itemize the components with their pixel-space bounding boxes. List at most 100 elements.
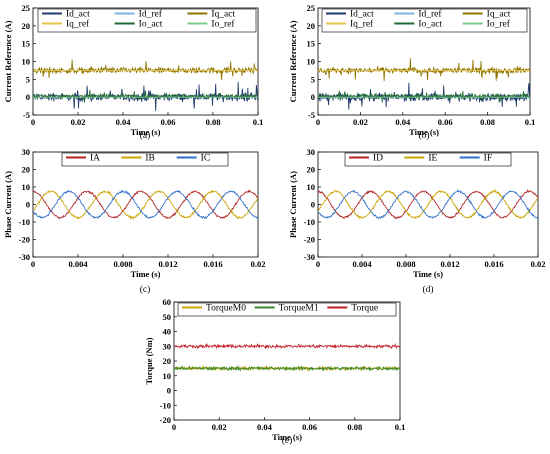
plot-area: [173, 301, 401, 421]
x-tick-label: 0.1: [395, 422, 406, 432]
legend-label: ID: [373, 154, 383, 164]
y-tick-label: 25: [22, 3, 31, 13]
y-tick-label: 15: [307, 39, 316, 49]
y-tick-label: 30: [163, 341, 172, 351]
x-axis-label: Time (s): [413, 269, 443, 279]
x-tick-label: 0.1: [525, 117, 536, 127]
x-tick-label: 0.008: [113, 259, 132, 269]
y-axis-label: Current Reference (A): [3, 20, 13, 102]
legend-label: Iq_act: [211, 10, 235, 20]
x-tick-label: 0.004: [352, 259, 372, 269]
chart-d: -30 -20 -10 0 10 20 30 0 0.004 0.008 0.012 0.016 0.0…: [288, 147, 545, 295]
legend-box: [177, 302, 397, 317]
y-tick-label: 30: [22, 147, 31, 157]
subfigure-caption: (e): [282, 435, 293, 446]
y-tick-label: 10: [307, 57, 316, 67]
y-tick-label: 10: [22, 57, 31, 67]
x-tick-label: 0.02: [531, 259, 546, 269]
y-tick-label: 0: [26, 200, 30, 210]
legend-box: [321, 8, 528, 33]
legend-label: Io_ref: [487, 19, 511, 30]
legend-label: TorqueM1: [279, 304, 319, 314]
y-axis-label: Current Reference (A): [288, 20, 298, 102]
x-tick-label: 0.04: [116, 117, 132, 127]
series-group: [318, 58, 530, 110]
y-tick-label: 0: [311, 92, 315, 102]
x-tick-label: 0.08: [206, 117, 221, 127]
x-tick-label: 0.1: [253, 117, 264, 127]
y-tick-label: -5: [308, 110, 315, 120]
y-tick-label: -30: [304, 252, 315, 262]
legend-label: Id_ref: [139, 9, 163, 20]
series-line-IC: [33, 189, 258, 220]
series-group: [33, 189, 258, 221]
legend-box: [61, 152, 229, 167]
x-tick-label: 0.04: [395, 117, 411, 127]
y-tick-label: 0: [167, 386, 171, 396]
x-axis-label: Time (s): [272, 432, 302, 442]
x-tick-label: 0: [31, 117, 35, 127]
x-tick-label: 0.02: [71, 117, 86, 127]
legend-label: Io_act: [139, 20, 163, 30]
y-tick-label: 0: [26, 92, 30, 102]
y-tick-label: -30: [19, 252, 30, 262]
y-tick-label: 20: [163, 356, 172, 366]
y-axis-label: Phase Current (A): [3, 171, 13, 238]
x-tick-label: 0.06: [161, 117, 176, 127]
x-tick-label: 0.08: [480, 117, 495, 127]
series-line-IB: [33, 189, 258, 221]
series-line-IF: [318, 189, 538, 220]
y-tick-label: 20: [307, 21, 316, 31]
y-tick-label: 5: [311, 74, 315, 84]
legend-label: Id_act: [66, 10, 90, 20]
x-tick-label: 0.02: [251, 259, 266, 269]
y-tick-label: 40: [163, 327, 172, 337]
subfigure-caption: (c): [140, 284, 151, 295]
series-line-Id_act: [318, 82, 530, 110]
x-tick-label: 0.06: [302, 422, 317, 432]
x-tick-label: 0.012: [440, 259, 459, 269]
y-tick-label: -10: [19, 217, 30, 227]
y-tick-label: -10: [304, 217, 315, 227]
x-axis-label: Time (s): [131, 269, 161, 279]
y-tick-label: 5: [26, 74, 30, 84]
x-tick-label: 0.016: [484, 259, 503, 269]
series-line-IA: [33, 189, 258, 220]
x-tick-label: 0.012: [158, 259, 177, 269]
legend-box: [37, 8, 257, 33]
y-tick-label: -10: [160, 400, 171, 410]
chart-e: -20 -10 0 10 20 30 40 50 60 0 0.02 0.04 0.06 0.08 0.1 T…: [144, 297, 405, 446]
x-tick-label: 0.008: [396, 259, 415, 269]
y-tick-label: -20: [160, 415, 171, 425]
y-tick-label: 20: [307, 165, 316, 175]
x-tick-label: 0: [316, 259, 320, 269]
subfigure-caption: (a): [140, 130, 151, 141]
legend-label: IC: [201, 154, 211, 164]
x-tick-label: 0.004: [68, 259, 88, 269]
series-line-Torque: [174, 342, 400, 350]
x-tick-label: 0.016: [203, 259, 222, 269]
x-tick-label: 0: [172, 422, 176, 432]
x-tick-label: 0: [316, 117, 320, 127]
y-tick-label: 20: [22, 165, 31, 175]
y-tick-label: 0: [311, 200, 315, 210]
y-tick-label: 30: [307, 147, 316, 157]
legend-label: Io_ref: [211, 19, 235, 30]
x-tick-label: 0.04: [257, 422, 273, 432]
y-tick-label: -20: [304, 235, 315, 245]
legend-label: Io_act: [418, 20, 442, 30]
legend-label: Id_ref: [418, 9, 442, 20]
series-line-Iq_act: [33, 59, 258, 80]
series-group: [174, 342, 400, 373]
x-tick-label: 0.02: [353, 117, 368, 127]
legend-label: IE: [428, 154, 437, 164]
x-tick-label: 0.02: [212, 422, 227, 432]
x-axis-label: Time (s): [131, 127, 161, 137]
y-tick-label: 10: [307, 182, 316, 192]
series-group: [33, 59, 258, 111]
x-tick-label: 0: [31, 259, 35, 269]
